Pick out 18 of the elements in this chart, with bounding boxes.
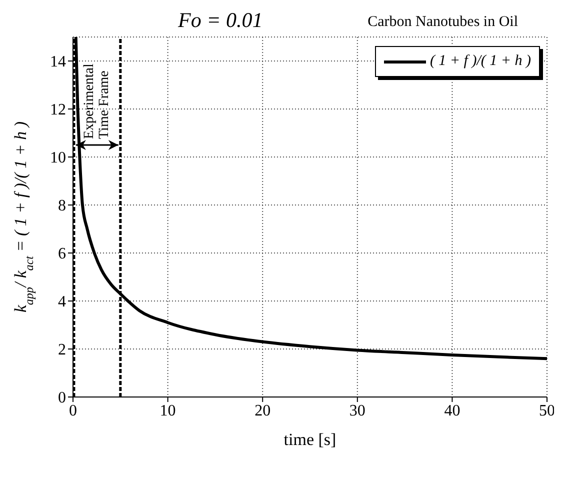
x-tick-label: 30: [349, 402, 366, 420]
x-tick-label: 0: [69, 402, 77, 420]
x-tick-label: 10: [160, 402, 176, 420]
y-tick-label: 12: [50, 102, 66, 119]
x-tick-label: 40: [444, 402, 460, 420]
y-tick-label: 2: [58, 342, 66, 359]
x-axis-title: time [s]: [284, 430, 336, 449]
y-tick-label: 6: [58, 246, 66, 263]
chart-title: Fo = 0.01: [178, 8, 263, 33]
x-tick-label: 20: [254, 402, 271, 420]
y-tick-label: 10: [50, 150, 66, 167]
y-tick-label: 0: [58, 390, 66, 407]
y-tick-label: 8: [58, 198, 66, 215]
chart-subtitle: Carbon Nanotubes in Oil: [368, 14, 518, 31]
y-tick-label: 14: [50, 54, 66, 71]
annotation: Experimental Time Frame: [82, 63, 112, 139]
legend-label: ( 1 + f )/( 1 + h ): [430, 53, 531, 70]
y-tick-label: 4: [58, 294, 66, 311]
